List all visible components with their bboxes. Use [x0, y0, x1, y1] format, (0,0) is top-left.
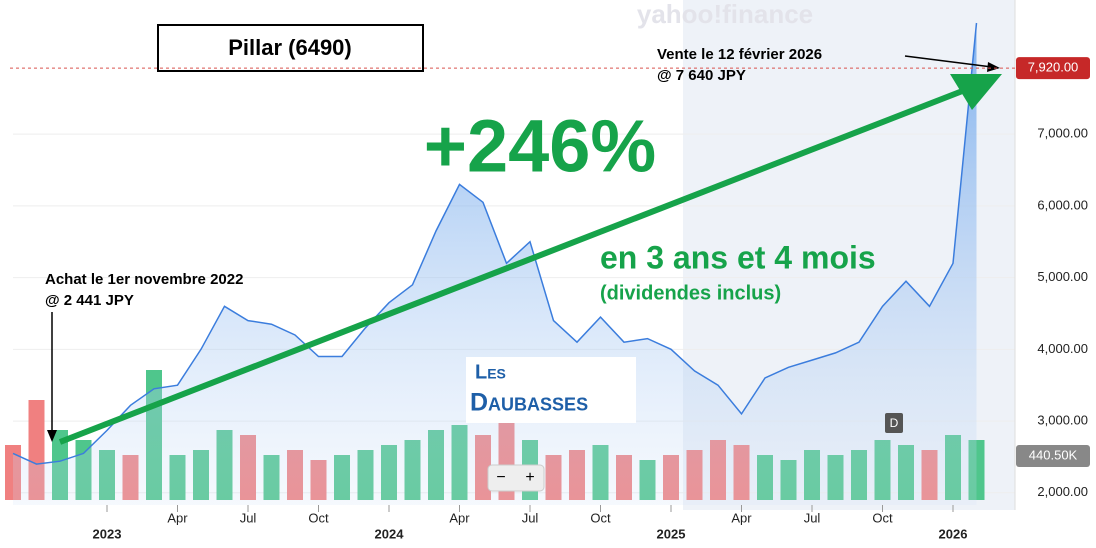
last-volume-box	[1016, 444, 1090, 467]
sell-arrow	[904, 55, 993, 68]
x-tick-label: Oct	[872, 510, 893, 525]
logo-box	[466, 357, 636, 423]
sell-label: Vente le 12 février 2026	[657, 46, 822, 63]
x-tick-label: Apr	[167, 510, 188, 525]
x-tick-label: 2026	[939, 526, 968, 541]
sell-price: @ 7 640 JPY	[657, 67, 746, 84]
last-price-box	[1016, 57, 1090, 80]
title-box	[157, 24, 424, 72]
x-tick-label: Jul	[804, 510, 821, 525]
trend-arrow	[58, 87, 967, 445]
price-line	[12, 22, 978, 465]
dividend-marker-label: D	[890, 416, 899, 430]
gain-label: +246%	[424, 105, 656, 188]
y-tick-label: 6,000.00	[1037, 197, 1088, 212]
y-tick-label: 7,000.00	[1037, 126, 1088, 141]
y-tick-label: 3,000.00	[1037, 413, 1088, 428]
x-tick-label: Apr	[449, 510, 470, 525]
dividend-marker[interactable]	[885, 413, 903, 433]
x-tick-label: Oct	[308, 510, 329, 525]
zoom-control	[487, 464, 545, 492]
buy-label: Achat le 1er novembre 2022	[45, 271, 243, 288]
x-tick-label: Jul	[522, 510, 539, 525]
duration-label: en 3 ans et 4 mois	[600, 239, 876, 275]
x-tick-label: Oct	[590, 510, 611, 525]
price-area	[13, 23, 977, 505]
logo-top: Les	[475, 361, 506, 383]
x-tick-label: Jul	[240, 510, 257, 525]
x-tick-label: 2023	[93, 526, 122, 541]
last-volume-label: 440.50K	[1029, 447, 1078, 462]
zoom-in[interactable]: +	[525, 469, 534, 486]
chart-title: Pillar (6490)	[228, 35, 352, 60]
zoom-out[interactable]: −	[496, 469, 505, 486]
x-tick-label: Apr	[731, 510, 752, 525]
x-tick-label: 2025	[657, 526, 686, 541]
buy-price: @ 2 441 JPY	[45, 292, 134, 309]
note-label: (dividendes inclus)	[600, 282, 781, 304]
y-tick-label: 4,000.00	[1037, 341, 1088, 356]
sell-arrow-head	[987, 62, 1000, 72]
x-tick-label: 2024	[375, 526, 405, 541]
y-tick-label: 5,000.00	[1037, 269, 1088, 284]
trend-arrow-head	[950, 74, 1002, 110]
last-price-label: 7,920.00	[1028, 60, 1079, 75]
buy-arrow-head	[47, 430, 57, 442]
y-tick-label: 2,000.00	[1037, 484, 1088, 499]
logo-bottom: Daubasses	[470, 389, 588, 417]
watermark: yahoo!finance	[637, 0, 813, 29]
